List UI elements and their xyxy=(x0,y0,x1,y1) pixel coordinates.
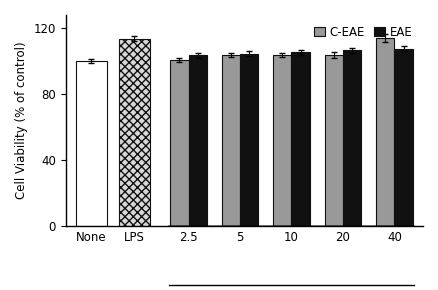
Bar xyxy=(119,39,150,226)
Bar xyxy=(343,50,361,226)
Bar xyxy=(170,60,189,226)
Bar xyxy=(325,55,343,226)
Bar xyxy=(189,55,207,226)
Bar xyxy=(292,52,310,226)
Bar xyxy=(240,54,258,226)
Bar xyxy=(76,61,107,226)
Bar xyxy=(222,55,240,226)
Bar xyxy=(394,49,413,226)
Y-axis label: Cell Viability (% of control): Cell Viability (% of control) xyxy=(15,42,28,200)
Legend: C-EAE, EAE: C-EAE, EAE xyxy=(309,21,417,43)
Bar xyxy=(273,55,292,226)
Bar xyxy=(376,38,394,226)
